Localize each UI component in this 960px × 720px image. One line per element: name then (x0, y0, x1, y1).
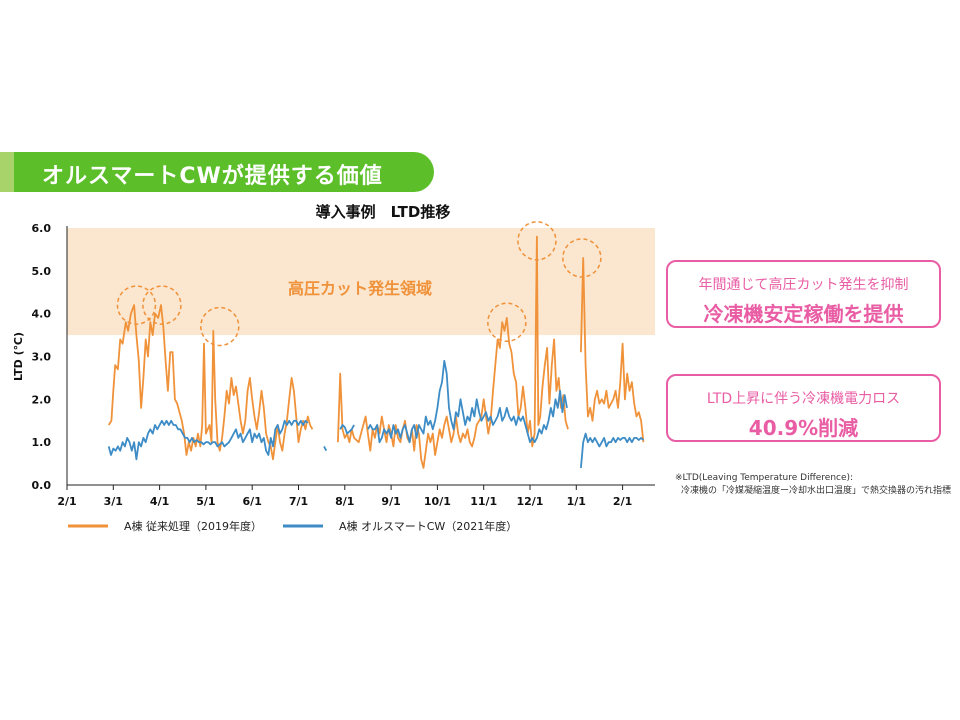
highlight-circle (200, 306, 240, 347)
highlight-circle (116, 285, 157, 325)
x-tick-label: 9/1 (381, 495, 400, 508)
series-line-olsmart-cw-2021 (323, 445, 328, 452)
x-tick-label: 10/1 (424, 495, 451, 508)
highlight-circle (142, 285, 182, 325)
x-tick-label: 8/1 (335, 495, 354, 508)
x-tick-label: 3/1 (104, 495, 123, 508)
y-tick-label: 5.0 (32, 265, 52, 278)
section-banner: オルスマートCWが提供する価値 (0, 152, 434, 192)
high-pressure-band (67, 228, 655, 336)
footnote-line-1: ※LTD(Leaving Temperature Difference): (675, 473, 854, 483)
benefit-box-headline: 40.9%削減 (748, 416, 859, 440)
y-tick-label: 6.0 (32, 222, 52, 235)
footnote-line-2: 冷凍機の「冷媒凝縮温度ー冷却水出口温度」で熱交換器の汚れ指標 (681, 486, 952, 496)
x-tick-label: 1/1 (567, 495, 586, 508)
x-tick-label: 2/1 (57, 495, 76, 508)
legend-label: A棟 オルスマートCW（2021年度） (339, 519, 517, 533)
highlight-circle (517, 221, 557, 261)
y-axis-label: LTD (℃) (12, 332, 25, 381)
y-tick-label: 1.0 (32, 436, 52, 449)
x-tick-label: 12/1 (516, 495, 543, 508)
x-tick-label: 5/1 (196, 495, 215, 508)
highlight-circle (487, 302, 527, 342)
chart-title: 導入事例 LTD推移 (316, 203, 451, 221)
x-tick-label: 7/1 (289, 495, 308, 508)
legend-label: A棟 従来処理（2019年度） (124, 519, 262, 533)
benefit-box-headline: 冷凍機安定稼働を提供 (703, 302, 904, 326)
series-line-olsmart-cw-2021 (339, 424, 355, 435)
series-line-olsmart-cw-2021 (367, 359, 568, 444)
ltd-footnote: ※LTD(Leaving Temperature Difference): 冷凍… (675, 472, 951, 498)
y-tick-label: 4.0 (32, 308, 52, 321)
series-line-olsmart-cw-2021 (580, 432, 645, 468)
y-tick-label: 0.0 (32, 479, 52, 492)
banner-accent-tab (0, 152, 14, 192)
band-label: 高圧カット発生領域 (288, 279, 432, 298)
x-tick-label: 6/1 (243, 495, 262, 508)
series-line-olsmart-cw-2021 (107, 419, 309, 461)
benefit-box-stability: 年間通じて高圧カット発生を抑制 冷凍機安定稼働を提供 (666, 260, 941, 328)
x-tick-label: 2/1 (613, 495, 632, 508)
banner-title: オルスマートCWが提供する価値 (42, 164, 383, 189)
benefit-box-subtitle: LTD上昇に伴う冷凍機電力ロス (706, 391, 901, 407)
series-line-conventional-2019 (580, 257, 645, 443)
x-tick-label: 4/1 (150, 495, 169, 508)
benefit-box-subtitle: 年間通じて高圧カット発生を抑制 (698, 277, 909, 293)
x-tick-label: 11/1 (470, 495, 497, 508)
y-tick-label: 3.0 (32, 351, 52, 364)
y-tick-label: 2.0 (32, 393, 52, 406)
highlight-circle (562, 238, 602, 278)
benefit-box-power-loss: LTD上昇に伴う冷凍機電力ロス 40.9%削減 (666, 374, 941, 442)
